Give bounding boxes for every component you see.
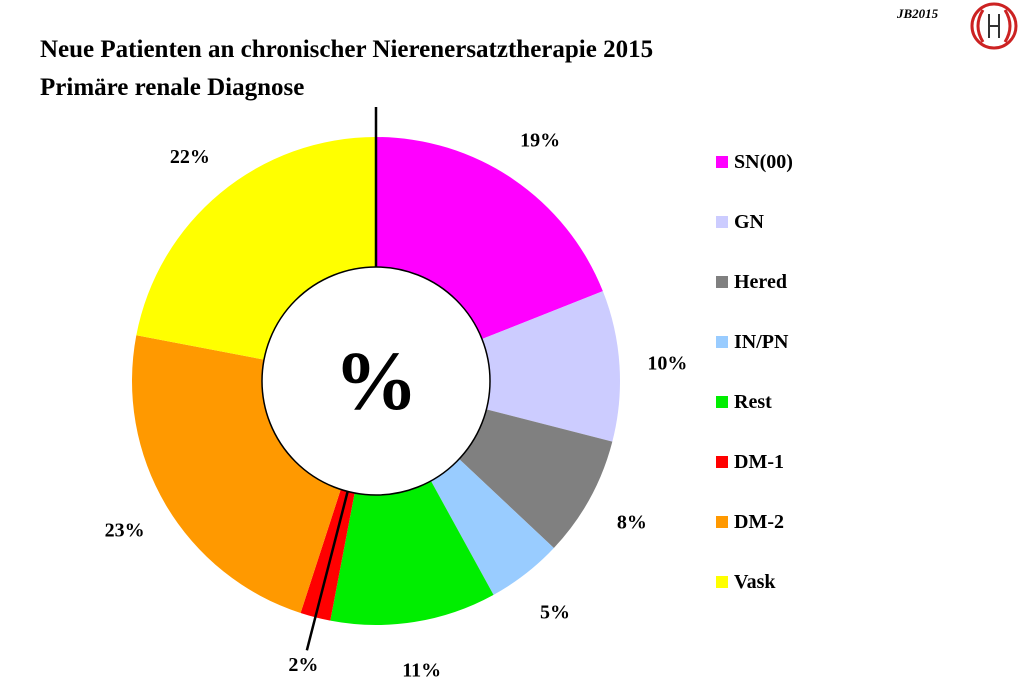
- pointer-line-bottom: [305, 491, 349, 651]
- legend-label: Vask: [734, 570, 776, 593]
- legend-swatch: [716, 156, 728, 168]
- slice-dm-2: [131, 335, 341, 614]
- data-label-sn-00: 19%: [520, 129, 560, 151]
- legend-label: DM-2: [734, 510, 784, 533]
- slice-vask: [136, 137, 376, 360]
- data-label-dm-1: 2%: [288, 654, 318, 676]
- legend-swatch: [716, 276, 728, 288]
- legend-label: DM-1: [734, 450, 784, 473]
- legend-item-in-pn: IN/PN: [716, 330, 788, 354]
- chart-title: Neue Patienten an chronischer Nierenersa…: [40, 36, 654, 63]
- legend-label: GN: [734, 210, 764, 233]
- legend-item-vask: Vask: [716, 570, 776, 594]
- slice-hered: [459, 409, 613, 549]
- legend-label: IN/PN: [734, 330, 789, 353]
- legend-item-sn-00: SN(00): [716, 150, 793, 174]
- legend-item-dm-2: DM-2: [716, 510, 784, 534]
- slice-gn: [481, 291, 620, 442]
- center-label: %: [334, 335, 418, 428]
- legend-label: Rest: [734, 390, 772, 413]
- legend-item-gn: GN: [716, 210, 764, 234]
- legend-swatch: [716, 396, 728, 408]
- legend-label: Hered: [734, 270, 787, 293]
- legend-swatch: [716, 336, 728, 348]
- slice-dm-1: [300, 489, 355, 621]
- legend-swatch: [716, 576, 728, 588]
- data-label-dm-2: 23%: [105, 520, 145, 542]
- legend-swatch: [716, 456, 728, 468]
- legend-item-rest: Rest: [716, 390, 772, 414]
- logo-icon: [970, 2, 1018, 50]
- legend-swatch: [716, 216, 728, 228]
- legend-item-dm-1: DM-1: [716, 450, 784, 474]
- corner-tag: JB2015: [897, 6, 939, 21]
- slice-sn-00: [376, 137, 603, 340]
- data-label-vask: 22%: [170, 146, 210, 168]
- chart-subtitle: Primäre renale Diagnose: [40, 74, 305, 101]
- data-label-rest: 11%: [402, 659, 441, 681]
- slice-in-pn: [430, 459, 554, 595]
- legend-swatch: [716, 516, 728, 528]
- slice-rest: [330, 480, 494, 625]
- data-label-gn: 10%: [647, 353, 687, 375]
- legend-label: SN(00): [734, 150, 793, 173]
- data-label-in-pn: 5%: [540, 602, 570, 624]
- legend-item-hered: Hered: [716, 270, 787, 294]
- donut-chart: % 19% 10% 8% 5% 11% 2% 23% 22%: [105, 107, 687, 681]
- data-label-hered: 8%: [617, 512, 647, 534]
